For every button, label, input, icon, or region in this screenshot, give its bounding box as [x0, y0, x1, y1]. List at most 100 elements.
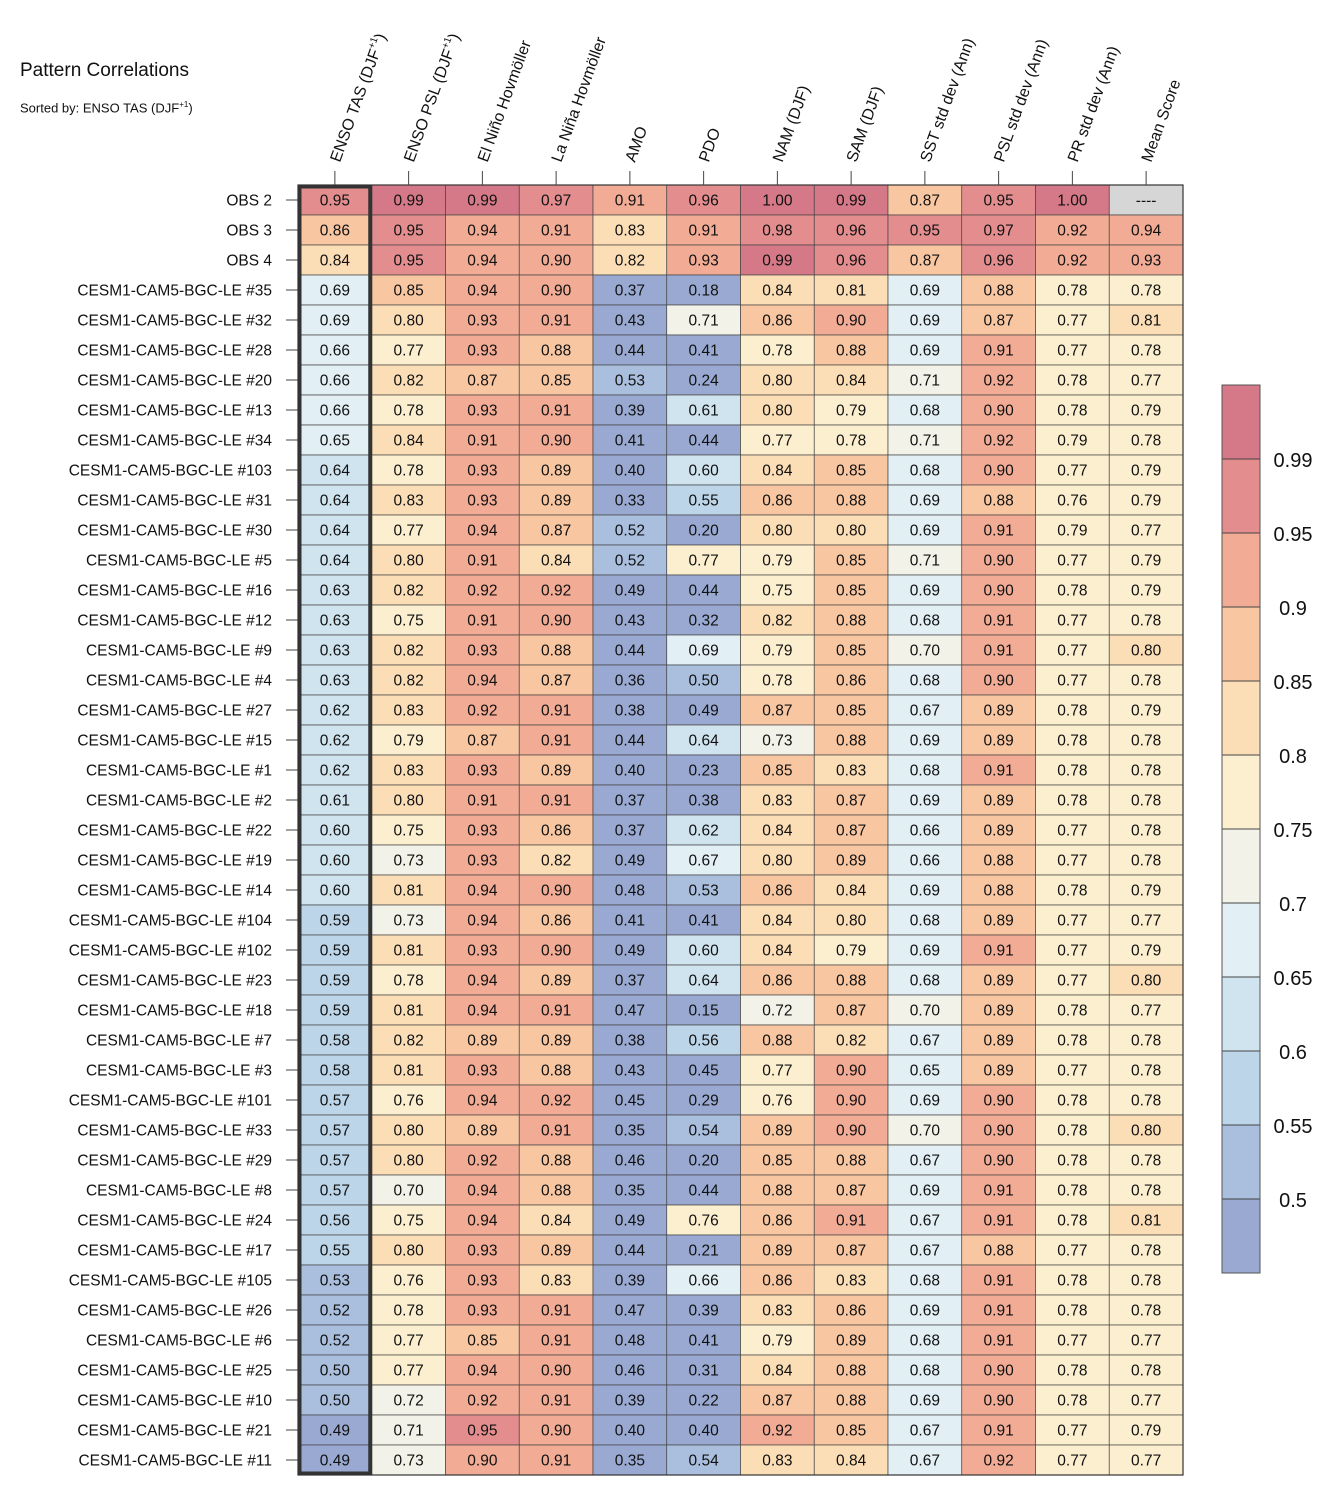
heatmap-cell: [518, 1414, 594, 1446]
cell-value-label: 0.37: [615, 283, 645, 300]
cell-value-label: 0.68: [910, 403, 940, 420]
row-label: CESM1-CAM5-BGC-LE #10: [77, 1393, 272, 1410]
heatmap-cell: [666, 754, 741, 786]
heatmap-cell: [666, 1024, 741, 1056]
row-label: OBS 2: [226, 193, 272, 210]
heatmap-cell: [813, 1264, 889, 1296]
heatmap-cell: [297, 1204, 373, 1236]
heatmap-cell: [445, 904, 520, 936]
cell-value-label: 0.94: [467, 523, 498, 540]
cell-value-label: 0.77: [1057, 973, 1087, 990]
heatmap-cell: [1108, 544, 1184, 576]
cell-value-label: 0.77: [1057, 943, 1087, 960]
cell-value-label: 0.60: [689, 943, 720, 960]
heatmap-cell: [371, 664, 446, 696]
heatmap-cell: [518, 1024, 594, 1056]
heatmap-cell: [445, 544, 520, 576]
cell-value-label: 0.87: [467, 733, 497, 750]
cell-value-label: 0.73: [394, 913, 424, 930]
cell-value-label: 0.52: [615, 553, 645, 570]
heatmap-cell: [740, 544, 815, 576]
heatmap-cell: [666, 514, 741, 546]
cell-value-label: 0.69: [910, 493, 940, 510]
row-label: CESM1-CAM5-BGC-LE #24: [77, 1213, 272, 1230]
heatmap-cell: [371, 454, 446, 486]
colorbar-segment: [1222, 459, 1260, 533]
heatmap-cell: [740, 724, 815, 756]
heatmap-cell: [887, 1264, 963, 1296]
cell-value-label: 0.89: [984, 1033, 1014, 1050]
cell-value-label: 0.88: [762, 1183, 792, 1200]
heatmap-cell: [1035, 424, 1110, 456]
heatmap-cell: [1108, 694, 1184, 726]
cell-value-label: 0.92: [467, 703, 497, 720]
heatmap-cell: [1108, 1444, 1184, 1476]
heatmap-cell: [518, 1264, 594, 1296]
cell-value-label: 0.52: [320, 1303, 350, 1320]
row-label: CESM1-CAM5-BGC-LE #21: [77, 1423, 272, 1440]
heatmap-cell: [297, 454, 373, 486]
cell-value-label: 0.91: [984, 1213, 1014, 1230]
cell-value-label: 0.84: [762, 283, 793, 300]
heatmap-cell: [666, 904, 741, 936]
heatmap-cell: [1108, 244, 1184, 276]
heatmap-cell: [813, 784, 889, 816]
cell-value-label: 0.87: [762, 1393, 792, 1410]
heatmap-cell: [666, 934, 741, 966]
row-label: CESM1-CAM5-BGC-LE #20: [77, 373, 272, 390]
column-label-main: El Niño Hovmöller: [475, 38, 535, 165]
cell-value-label: 0.69: [910, 583, 940, 600]
cell-value-label: 0.59: [320, 913, 350, 930]
heatmap-cell: [887, 1054, 963, 1086]
heatmap-cell: [592, 1324, 668, 1356]
cell-value-label: 0.90: [984, 673, 1015, 690]
heatmap-cell: [666, 1174, 741, 1206]
cell-value-label: 0.75: [762, 583, 792, 600]
heatmap-cell: [961, 934, 1036, 966]
cell-value-label: 0.86: [836, 1303, 866, 1320]
heatmap-cell: [961, 484, 1036, 516]
cell-value-label: 0.41: [689, 343, 719, 360]
cell-value-label: 0.78: [1057, 583, 1087, 600]
heatmap-cell: [813, 664, 889, 696]
column-label: ENSO PSL (DJF+1): [400, 31, 464, 165]
heatmap-cell: [1035, 1114, 1110, 1146]
heatmap-cell: [371, 994, 446, 1026]
cell-value-label: 0.90: [984, 1153, 1015, 1170]
heatmap-cell: [961, 424, 1036, 456]
heatmap-cell: [1035, 304, 1110, 336]
heatmap-cell: [961, 964, 1036, 996]
cell-value-label: 0.69: [910, 793, 940, 810]
heatmap-cell: [887, 1174, 963, 1206]
heatmap-cell: [592, 214, 668, 246]
heatmap-cell: [740, 274, 815, 306]
heatmap-cell: [961, 844, 1036, 876]
cell-value-label: 0.91: [984, 643, 1014, 660]
heatmap-cell: [813, 754, 889, 786]
cell-value-label: 0.77: [1057, 1243, 1087, 1260]
heatmap-cell: [518, 1324, 594, 1356]
cell-value-label: 0.89: [984, 823, 1014, 840]
column-label: Mean Score: [1139, 77, 1185, 164]
cell-value-label: 0.86: [836, 673, 866, 690]
heatmap-cell: [1108, 664, 1184, 696]
cell-value-label: 0.89: [541, 973, 571, 990]
heatmap-cell: [740, 1444, 815, 1476]
cell-value-label: 0.91: [984, 763, 1014, 780]
heatmap-cell: [666, 574, 741, 606]
cell-value-label: 0.64: [320, 523, 351, 540]
heatmap-cell: [592, 904, 668, 936]
cell-value-label: 0.72: [394, 1393, 424, 1410]
cell-value-label: 0.84: [836, 1453, 867, 1470]
heatmap-cell: [666, 1414, 741, 1446]
heatmap-cell: [961, 814, 1036, 846]
heatmap-cell: [371, 424, 446, 456]
heatmap-cell: [961, 724, 1036, 756]
cell-value-label: 0.80: [762, 403, 793, 420]
column-label-tail: ): [372, 31, 390, 42]
cell-value-label: 0.69: [689, 643, 719, 660]
heatmap-cell: [1108, 814, 1184, 846]
cell-value-label: 0.90: [541, 943, 572, 960]
heatmap-cell: [813, 574, 889, 606]
column-label: ENSO TAS (DJF+1): [326, 31, 390, 165]
